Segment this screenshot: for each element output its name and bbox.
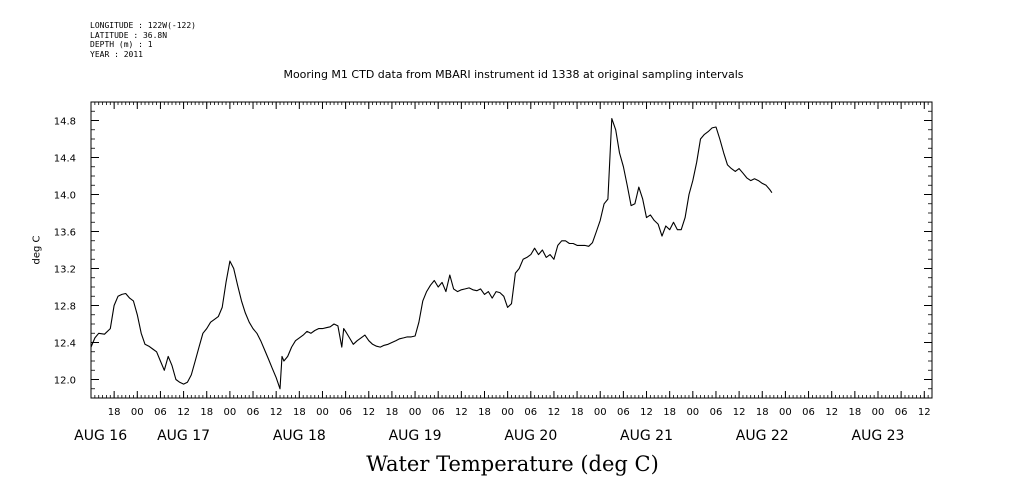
y-tick-label: 13.6 <box>54 228 76 239</box>
y-tick-label: 14.4 <box>54 154 76 165</box>
x-axis-label: Water Temperature (deg C) <box>366 452 659 476</box>
x-tick-label: 06 <box>617 407 630 418</box>
y-tick-label: 12.8 <box>54 302 76 313</box>
x-tick-label: 06 <box>432 407 445 418</box>
chart-title: Mooring M1 CTD data from MBARI instrumen… <box>283 68 744 81</box>
x-tick-label: 00 <box>686 407 699 418</box>
x-day-label: AUG 17 <box>157 428 210 444</box>
x-tick-label: 00 <box>224 407 237 418</box>
x-tick-label: 18 <box>663 407 676 418</box>
x-day-label: AUG 19 <box>389 428 442 444</box>
x-tick-label: 18 <box>293 407 306 418</box>
x-tick-label: 06 <box>154 407 167 418</box>
x-tick-label: 12 <box>270 407 283 418</box>
x-tick-label: 18 <box>200 407 213 418</box>
x-tick-label: 12 <box>825 407 838 418</box>
x-day-label: AUG 21 <box>620 428 673 444</box>
x-tick-label: 06 <box>710 407 723 418</box>
x-tick-label: 00 <box>131 407 144 418</box>
x-tick-label: 18 <box>756 407 769 418</box>
x-tick-label: 06 <box>247 407 260 418</box>
x-tick-label: 00 <box>501 407 514 418</box>
y-tick-label: 13.2 <box>54 265 76 276</box>
x-tick-label: 06 <box>802 407 815 418</box>
metadata-block: LONGITUDE : 122W(-122) LATITUDE : 36.8N … <box>90 21 196 59</box>
x-tick-label: 12 <box>548 407 561 418</box>
y-tick-label: 12.0 <box>54 376 76 387</box>
x-tick-label: 18 <box>848 407 861 418</box>
y-axis-label: deg C <box>31 235 43 265</box>
plot-frame <box>90 101 933 399</box>
x-day-label: AUG 18 <box>273 428 326 444</box>
x-tick-label: 18 <box>478 407 491 418</box>
y-tick-label: 14.0 <box>54 191 76 202</box>
x-tick-label: 12 <box>640 407 653 418</box>
x-tick-label: 18 <box>386 407 399 418</box>
x-tick-label: 06 <box>895 407 908 418</box>
series-line <box>90 118 773 390</box>
x-tick-label: 06 <box>339 407 352 418</box>
x-tick-label: 12 <box>918 407 931 418</box>
x-tick-label: 00 <box>409 407 422 418</box>
longitude-text: LONGITUDE : 122W(-122) <box>90 21 196 30</box>
x-day-label: AUG 16 <box>74 428 127 444</box>
x-day-label: AUG 20 <box>504 428 557 444</box>
x-day-label: AUG 22 <box>736 428 789 444</box>
depth-text: DEPTH (m) : 1 <box>90 40 153 49</box>
year-text: YEAR : 2011 <box>90 49 143 59</box>
x-tick-label: 00 <box>594 407 607 418</box>
x-tick-label: 12 <box>733 407 746 418</box>
x-tick-label: 12 <box>455 407 468 418</box>
latitude-text: LATITUDE : 36.8N <box>90 30 168 40</box>
x-tick-label: 18 <box>571 407 584 418</box>
y-tick-label: 12.4 <box>54 339 76 350</box>
y-tick-label: 14.8 <box>54 117 76 128</box>
x-tick-label: 00 <box>779 407 792 418</box>
x-tick-label: 18 <box>108 407 121 418</box>
x-tick-label: 00 <box>872 407 885 418</box>
x-tick-label: 12 <box>177 407 190 418</box>
x-tick-label: 06 <box>524 407 537 418</box>
x-tick-label: 00 <box>316 407 329 418</box>
x-day-label: AUG 23 <box>852 428 905 444</box>
x-tick-label: 12 <box>362 407 375 418</box>
